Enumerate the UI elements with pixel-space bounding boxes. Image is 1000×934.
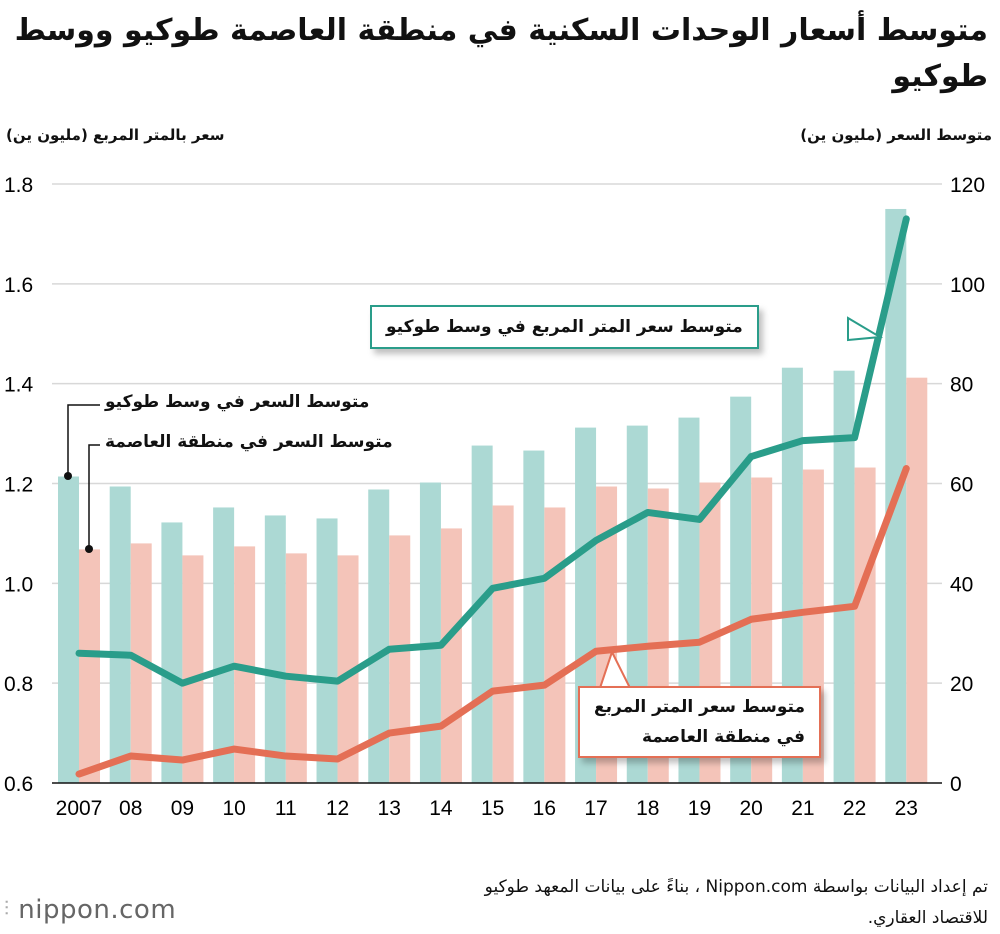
x-tick-label: 09 bbox=[171, 797, 194, 820]
bar-central-tokyo bbox=[316, 518, 338, 783]
teal-bar-leader bbox=[67, 404, 100, 476]
left-axis-label: سعر بالمتر المربع (مليون ين) bbox=[6, 126, 225, 144]
left-tick-label: 0.6 bbox=[4, 773, 33, 796]
x-tick-label: 12 bbox=[326, 797, 349, 820]
red-line-callout-text-1: متوسط سعر المتر المربع bbox=[594, 697, 805, 717]
x-tick-label: 16 bbox=[533, 797, 556, 820]
right-tick-label: 80 bbox=[950, 374, 973, 397]
line-central-tokyo bbox=[75, 215, 910, 687]
teal-line-callout-text: متوسط سعر المتر المربع في وسط طوكيو bbox=[386, 317, 743, 337]
left-tick-label: 1.6 bbox=[4, 274, 33, 297]
left-tick-label: 1.0 bbox=[4, 573, 33, 596]
left-tick-label: 1.8 bbox=[4, 174, 33, 197]
x-tick-label: 14 bbox=[429, 797, 453, 820]
source-note: تم إعداد البيانات بواسطة Nippon.com ، بن… bbox=[484, 877, 988, 928]
left-tick-label: 0.8 bbox=[4, 673, 33, 696]
bar-central-tokyo bbox=[833, 370, 855, 783]
right-tick-label: 120 bbox=[950, 174, 985, 197]
red-line-callout-text-2: في منطقة العاصمة bbox=[641, 727, 805, 747]
x-tick-label: 08 bbox=[119, 797, 142, 820]
teal-bar-label: متوسط السعر في وسط طوكيو bbox=[105, 392, 370, 412]
bar-capital-region bbox=[906, 377, 928, 783]
x-tick-label: 18 bbox=[636, 797, 659, 820]
bar-central-tokyo bbox=[161, 522, 183, 783]
right-tick-label: 0 bbox=[950, 773, 962, 796]
bar-capital-region bbox=[337, 555, 359, 783]
pink-bar-label: متوسط السعر في منطقة العاصمة bbox=[105, 432, 393, 452]
chart-title: متوسط أسعار الوحدات السكنية في منطقة الع… bbox=[14, 13, 988, 94]
bar-central-tokyo bbox=[523, 450, 545, 783]
bar-central-tokyo bbox=[264, 515, 286, 783]
bar-central-tokyo bbox=[419, 482, 441, 783]
pink-bar-leader bbox=[88, 444, 100, 549]
logo-mark-icon: ⫶ bbox=[4, 896, 10, 920]
chart-svg: 0.6 0.8 1.0 1.2 1.4 1.6 1.8 0 20 40 60 80 100 120 2007… bbox=[4, 174, 985, 820]
bar-central-tokyo bbox=[58, 476, 79, 783]
x-tick-label: 2007 bbox=[56, 797, 103, 820]
right-tick-label: 60 bbox=[950, 474, 973, 497]
right-axis-label: متوسط السعر (مليون ين) bbox=[800, 126, 992, 144]
x-tick-label: 21 bbox=[791, 797, 814, 820]
red-line-callout: متوسط سعر المتر المربع في منطقة العاصمة bbox=[578, 686, 821, 758]
right-tick-label: 20 bbox=[950, 673, 973, 696]
pink-bar-leader-dot bbox=[85, 545, 93, 553]
x-tick-label: 11 bbox=[275, 797, 297, 820]
bar-central-tokyo bbox=[368, 489, 390, 783]
bar-capital-region bbox=[854, 467, 876, 783]
logo-text: nippon.com bbox=[18, 895, 177, 925]
bar-central-tokyo bbox=[109, 486, 131, 783]
x-tick-label: 23 bbox=[895, 797, 918, 820]
bar-capital-region bbox=[79, 549, 100, 783]
x-tick-label: 22 bbox=[843, 797, 866, 820]
nippon-logo: ⫶ nippon.com bbox=[4, 895, 176, 925]
bar-central-tokyo bbox=[471, 445, 493, 783]
bar-capital-region bbox=[389, 535, 411, 783]
x-tick-label: 15 bbox=[481, 797, 504, 820]
line-capital-region bbox=[75, 465, 910, 778]
bar-central-tokyo bbox=[781, 367, 803, 783]
right-tick-label: 100 bbox=[950, 274, 985, 297]
bar-capital-region bbox=[544, 507, 566, 783]
bar-capital-region bbox=[285, 553, 307, 783]
x-tick-label: 17 bbox=[584, 797, 607, 820]
x-tick-label: 13 bbox=[378, 797, 401, 820]
right-tick-label: 40 bbox=[950, 573, 973, 596]
x-tick-label: 10 bbox=[222, 797, 245, 820]
left-tick-label: 1.4 bbox=[4, 374, 34, 397]
teal-line-callout: متوسط سعر المتر المربع في وسط طوكيو bbox=[370, 305, 759, 349]
x-tick-label: 19 bbox=[688, 797, 711, 820]
left-tick-label: 1.2 bbox=[4, 474, 33, 497]
bar-capital-region bbox=[440, 528, 462, 783]
bar-central-tokyo bbox=[213, 507, 235, 783]
bar-capital-region bbox=[492, 505, 514, 783]
bar-capital-region bbox=[182, 555, 204, 783]
teal-bar-leader-dot bbox=[64, 472, 72, 480]
x-tick-label: 20 bbox=[739, 797, 762, 820]
teal-callout-pointer bbox=[847, 316, 884, 342]
